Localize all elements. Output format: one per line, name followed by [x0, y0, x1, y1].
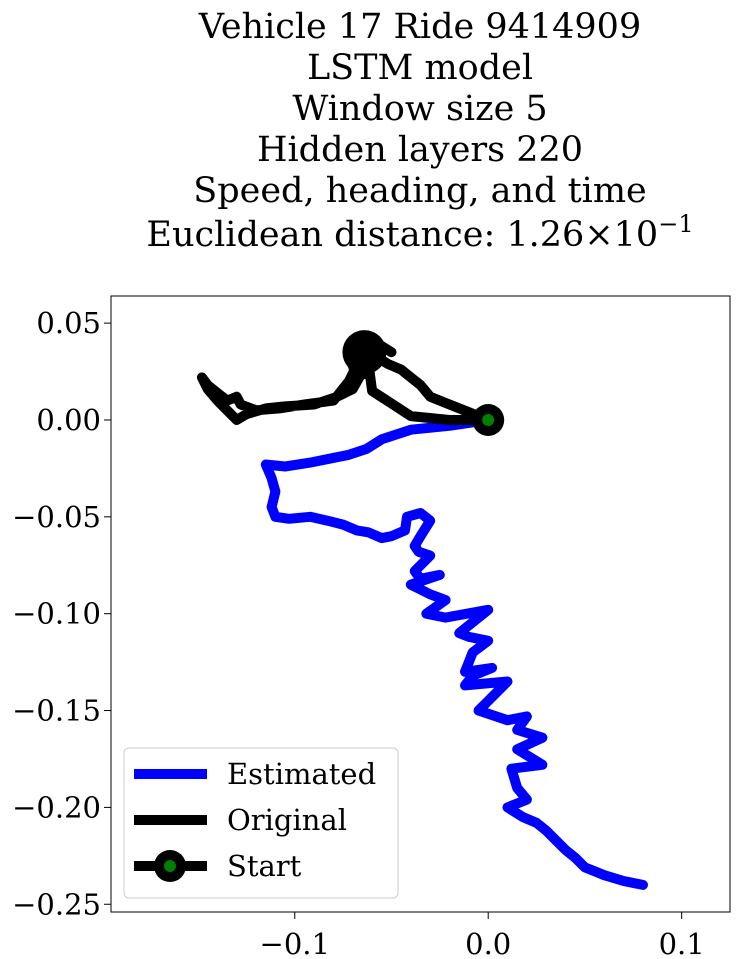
- legend-label-estimated: Estimated: [227, 757, 376, 791]
- start-marker-center: [482, 413, 495, 426]
- original-dense-cluster: [342, 330, 387, 375]
- title-line-3: Window size 5: [292, 89, 547, 129]
- title-metric-times: ×: [584, 215, 613, 255]
- y-tick-label: −0.15: [12, 694, 101, 728]
- title-metric-prefix: Euclidean distance:: [146, 215, 506, 255]
- title-metric-mantissa: 1.26: [506, 215, 584, 255]
- y-tick-label: 0.00: [36, 403, 101, 437]
- x-tick-label: 0.0: [465, 927, 511, 959]
- legend-label-start: Start: [227, 849, 302, 883]
- legend: Estimated Original Start: [123, 747, 399, 899]
- chart-title: Vehicle 17 Ride 9414909 LSTM model Windo…: [146, 7, 693, 255]
- title-line-1: Vehicle 17 Ride 9414909: [198, 7, 641, 47]
- y-tick-label: −0.05: [12, 500, 101, 534]
- title-line-4: Hidden layers 220: [257, 130, 583, 170]
- y-axis: 0.05 0.00 −0.05 −0.10 −0.15 −0.20 −0.25: [12, 306, 111, 921]
- legend-box: [123, 747, 399, 899]
- title-metric-exponent: −1: [658, 210, 693, 238]
- title-line-5: Speed, heading, and time: [193, 171, 646, 211]
- y-tick-label: −0.25: [12, 887, 101, 921]
- series-layer: [196, 330, 648, 890]
- series-line-estimated: [260, 415, 648, 890]
- y-tick-label: −0.10: [12, 597, 101, 631]
- x-tick-label: 0.1: [659, 927, 705, 959]
- x-tick-label: −0.1: [260, 927, 330, 959]
- legend-swatch-start-center: [164, 860, 176, 872]
- plot-frame: [110, 295, 731, 913]
- y-tick-label: 0.05: [36, 306, 101, 340]
- title-metric-base: 10: [614, 215, 659, 255]
- title-line-6: Euclidean distance: 1.26×10−1: [146, 210, 693, 255]
- x-axis: −0.1 0.0 0.1: [260, 912, 705, 959]
- y-tick-label: −0.20: [12, 790, 101, 824]
- title-line-2: LSTM model: [307, 48, 533, 88]
- legend-label-original: Original: [227, 803, 347, 837]
